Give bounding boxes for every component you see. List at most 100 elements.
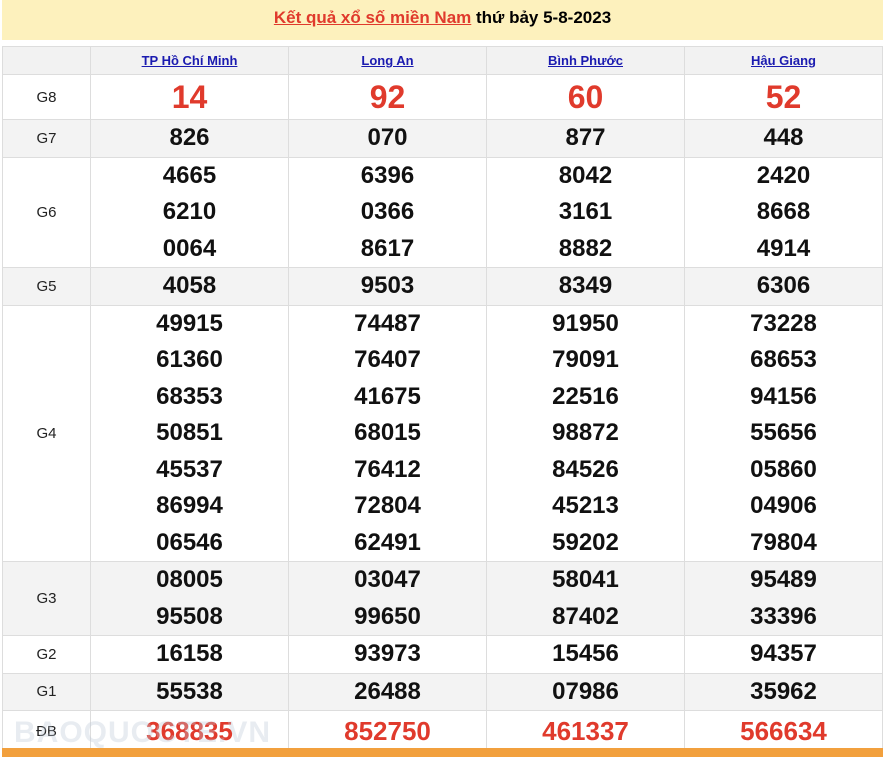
- title-link[interactable]: Kết quả xổ số miền Nam: [273, 8, 472, 27]
- result-cell: 92: [288, 74, 487, 120]
- result-number: 826: [169, 124, 210, 151]
- result-number: 8042: [558, 161, 613, 189]
- prize-label: G1: [2, 672, 91, 711]
- result-cell: 16158: [90, 635, 289, 674]
- result-number: 06546: [156, 528, 223, 556]
- prize-label: G3: [2, 561, 91, 636]
- result-number: 68353: [156, 382, 223, 410]
- result-number: 070: [367, 124, 408, 151]
- result-number: 07986: [552, 677, 619, 705]
- result-number: 86994: [156, 492, 223, 519]
- result-number: 49915: [156, 309, 223, 337]
- prize-row: G1 55538 26488 07986 35962: [2, 672, 883, 711]
- result-number: 91950: [552, 309, 619, 337]
- result-number: 04906: [750, 492, 817, 519]
- header-row: TP Hồ Chí Minh Long An Bình Phước Hậu Gi…: [2, 46, 883, 75]
- result-number: 62491: [354, 528, 421, 556]
- result-number: 52: [765, 78, 802, 115]
- result-number: 73228: [750, 309, 817, 337]
- result-number: 8617: [360, 234, 415, 262]
- corner-cell: [2, 46, 91, 75]
- result-cell: 03047 99650: [288, 561, 487, 636]
- result-cell: 8349: [486, 267, 685, 306]
- result-number: 50851: [156, 419, 223, 446]
- result-cell: 4058: [90, 267, 289, 306]
- result-cell: 91950 79091 22516 98872 84526 45213 59202: [486, 304, 685, 562]
- result-cell: 9503: [288, 267, 487, 306]
- result-cell: 852750: [288, 710, 487, 753]
- title-date: thứ bảy 5-8-2023: [471, 8, 612, 27]
- result-number: 22516: [552, 382, 619, 410]
- prize-label: G6: [2, 156, 91, 268]
- result-cell: 73228 68653 94156 55656 05860 04906 79804: [684, 304, 883, 562]
- province-link[interactable]: Hậu Giang: [750, 53, 816, 68]
- result-number: 74487: [354, 309, 421, 337]
- prize-label: ĐB: [2, 710, 91, 753]
- result-number: 68015: [354, 419, 421, 446]
- result-cell: 6306: [684, 267, 883, 306]
- result-cell: 566634: [684, 710, 883, 753]
- result-number: 58041: [552, 566, 619, 593]
- result-cell: 52: [684, 74, 883, 120]
- prize-row: G3 08005 95508 03047 99650 58041 87402 95489 333…: [2, 561, 883, 636]
- province-link[interactable]: Bình Phước: [548, 53, 623, 68]
- result-number: 877: [565, 124, 606, 151]
- province-link[interactable]: Long An: [361, 53, 414, 68]
- result-cell: 58041 87402: [486, 561, 685, 636]
- result-cell: 461337: [486, 710, 685, 753]
- result-cell: 4665 6210 0064: [90, 156, 289, 268]
- result-number: 448: [763, 124, 804, 151]
- result-number: 852750: [344, 716, 431, 747]
- prize-label: G7: [2, 119, 91, 158]
- result-number: 84526: [552, 455, 619, 483]
- result-number: 3161: [558, 198, 613, 225]
- result-number: 87402: [552, 602, 619, 630]
- result-cell: 94357: [684, 635, 883, 674]
- result-number: 8349: [558, 272, 613, 299]
- result-number: 61360: [156, 346, 223, 373]
- result-number: 92: [369, 78, 406, 115]
- result-number: 94156: [750, 382, 817, 410]
- result-cell: 08005 95508: [90, 561, 289, 636]
- result-number: 368835: [146, 716, 233, 747]
- result-number: 6396: [360, 161, 415, 189]
- result-number: 14: [171, 78, 208, 115]
- result-number: 55656: [750, 419, 817, 446]
- prize-row: G2 16158 93973 15456 94357: [2, 635, 883, 674]
- result-number: 4058: [162, 272, 217, 299]
- result-cell: 877: [486, 119, 685, 158]
- result-number: 72804: [354, 492, 421, 519]
- result-cell: 15456: [486, 635, 685, 674]
- result-cell: 55538: [90, 672, 289, 711]
- result-number: 55538: [156, 677, 223, 705]
- result-cell: 49915 61360 68353 50851 45537 86994 06546: [90, 304, 289, 562]
- result-number: 93973: [354, 640, 421, 667]
- result-number: 79091: [552, 346, 619, 373]
- prize-row: G4 49915 61360 68353 50851 45537 86994 06546 744…: [2, 304, 883, 562]
- prize-label: G4: [2, 304, 91, 562]
- result-number: 4914: [756, 234, 811, 262]
- result-number: 6306: [756, 272, 811, 299]
- prize-row: G6 4665 6210 0064 6396 0366 8617 8042 3161 8882 24…: [2, 156, 883, 268]
- result-number: 9503: [360, 272, 415, 299]
- result-number: 59202: [552, 528, 619, 556]
- result-cell: 60: [486, 74, 685, 120]
- result-number: 566634: [740, 716, 827, 747]
- province-link[interactable]: TP Hồ Chí Minh: [141, 53, 238, 68]
- result-number: 76407: [354, 346, 421, 373]
- result-cell: 14: [90, 74, 289, 120]
- result-number: 0064: [162, 234, 217, 262]
- result-number: 4665: [162, 161, 217, 189]
- prize-label: G5: [2, 267, 91, 306]
- result-cell: 070: [288, 119, 487, 158]
- result-number: 16158: [156, 640, 223, 667]
- prize-label: G2: [2, 635, 91, 674]
- results-table: TP Hồ Chí Minh Long An Bình Phước Hậu Gi…: [2, 46, 883, 753]
- result-cell: 35962: [684, 672, 883, 711]
- prize-row: G7 826 070 877 448: [2, 119, 883, 158]
- result-number: 45537: [156, 455, 223, 483]
- result-number: 98872: [552, 419, 619, 446]
- result-number: 08005: [156, 566, 223, 593]
- result-number: 76412: [354, 455, 421, 483]
- result-number: 35962: [750, 677, 817, 705]
